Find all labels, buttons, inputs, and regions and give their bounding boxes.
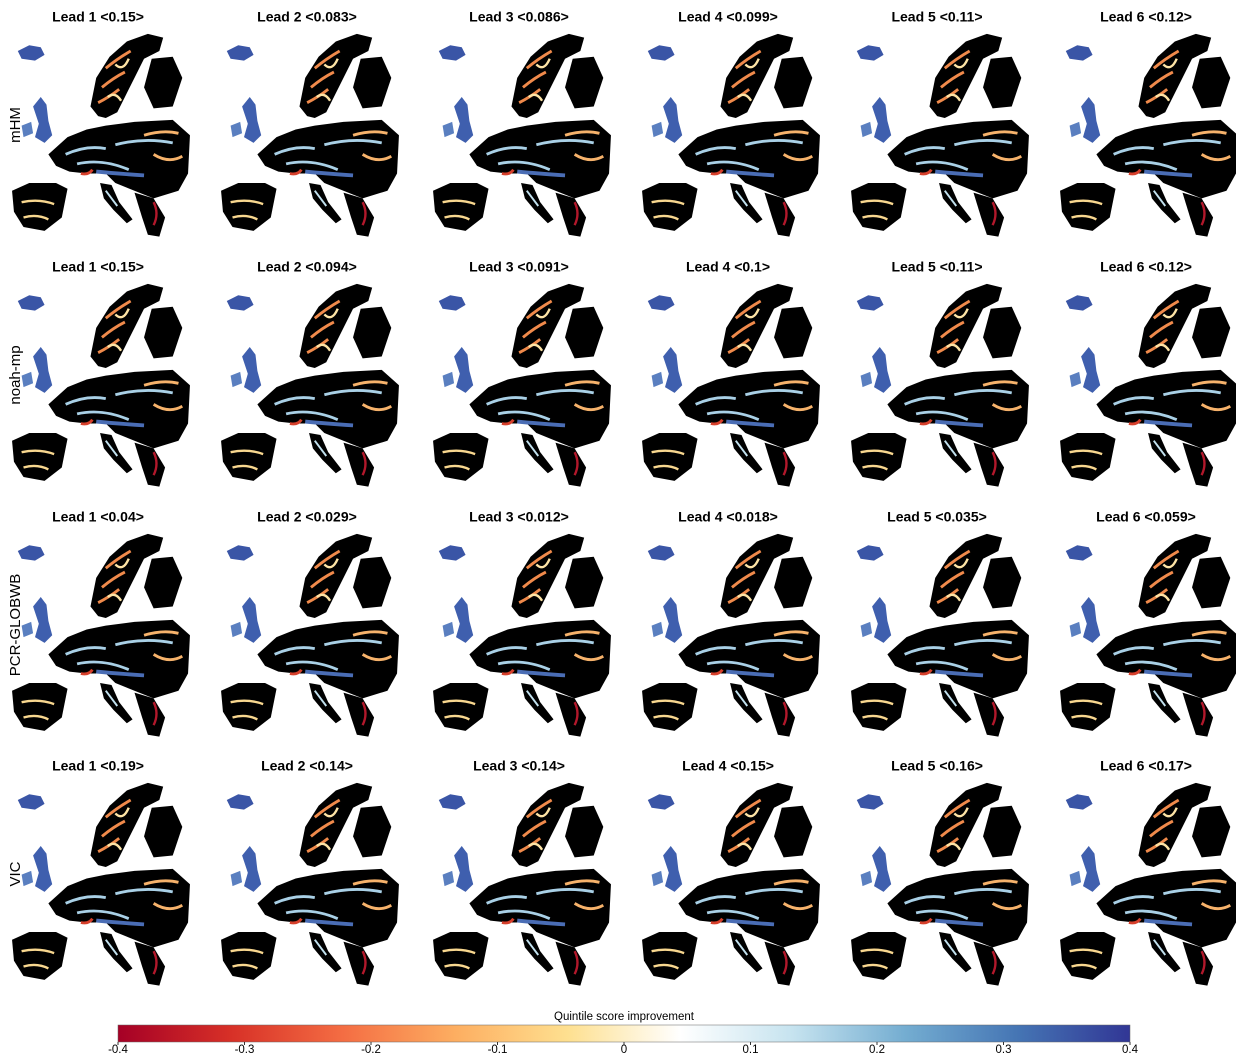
panel-title: Lead 2 <0.083>	[257, 9, 357, 25]
panel-title: Lead 1 <0.19>	[52, 758, 144, 774]
colorbar-tick-label: 0.4	[1122, 1044, 1139, 1056]
europe-map	[1058, 780, 1236, 988]
europe-map	[10, 281, 192, 489]
europe-map	[849, 31, 1031, 239]
row-label: noah-mp	[7, 345, 24, 404]
europe-map	[1058, 531, 1236, 739]
panel-title: Lead 2 <0.029>	[257, 509, 357, 525]
panel-title: Lead 5 <0.11>	[891, 9, 982, 25]
colorbar-title: Quintile score improvement	[554, 1011, 695, 1023]
europe-map	[849, 531, 1031, 739]
colorbar-tick-label: -0.1	[488, 1044, 508, 1056]
europe-map	[431, 780, 613, 988]
europe-map	[1058, 31, 1236, 239]
panel-title: Lead 3 <0.091>	[469, 259, 569, 275]
panel-title: Lead 3 <0.086>	[469, 9, 569, 25]
row-label: PCR-GLOBWB	[7, 574, 24, 677]
panel-title: Lead 4 <0.1>	[686, 259, 770, 275]
panel-title: Lead 6 <0.17>	[1100, 758, 1192, 774]
panel-title: Lead 1 <0.15>	[52, 259, 144, 275]
panel-title: Lead 5 <0.035>	[887, 509, 987, 525]
panel-grid: mHM Lead 1 <0.15> Lead 2 <0.083> Lead 3 <0.…	[7, 9, 1236, 988]
panel-title: Lead 2 <0.094>	[257, 259, 357, 275]
colorbar-tick-label: 0.2	[869, 1044, 885, 1056]
panel-title: Lead 5 <0.11>	[891, 259, 982, 275]
panel-title: Lead 4 <0.15>	[682, 758, 774, 774]
colorbar-tick-label: 0.3	[996, 1044, 1012, 1056]
europe-map	[431, 31, 613, 239]
row-label: VIC	[7, 861, 24, 886]
panel-title: Lead 6 <0.059>	[1096, 509, 1196, 525]
colorbar-tick-label: 0	[621, 1044, 627, 1056]
colorbar-gradient	[117, 1024, 1131, 1043]
panel-title: Lead 6 <0.12>	[1100, 259, 1192, 275]
panel-title: Lead 2 <0.14>	[261, 758, 353, 774]
europe-map	[219, 31, 401, 239]
europe-map	[1058, 281, 1236, 489]
colorbar-tick-label: -0.3	[235, 1044, 255, 1056]
colorbar-tick-label: -0.2	[361, 1044, 381, 1056]
europe-map	[849, 281, 1031, 489]
panel-title: Lead 3 <0.012>	[469, 509, 569, 525]
colorbar-tick-label: -0.4	[108, 1044, 128, 1056]
europe-map	[219, 531, 401, 739]
europe-map	[10, 531, 192, 739]
europe-map	[10, 31, 192, 239]
europe-map	[10, 780, 192, 988]
europe-map	[219, 281, 401, 489]
europe-map	[640, 31, 822, 239]
europe-map	[219, 780, 401, 988]
europe-map	[640, 281, 822, 489]
row-label: mHM	[7, 107, 24, 143]
panel-title: Lead 1 <0.15>	[52, 9, 144, 25]
europe-map	[849, 780, 1031, 988]
panel-title: Lead 5 <0.16>	[891, 758, 983, 774]
panel-title: Lead 6 <0.12>	[1100, 9, 1192, 25]
europe-map	[640, 780, 822, 988]
europe-map	[431, 281, 613, 489]
panel-title: Lead 4 <0.018>	[678, 509, 778, 525]
panel-title: Lead 3 <0.14>	[473, 758, 565, 774]
colorbar-tick-label: 0.1	[743, 1044, 759, 1056]
panel-title: Lead 4 <0.099>	[678, 9, 778, 25]
europe-map	[431, 531, 613, 739]
panel-title: Lead 1 <0.04>	[52, 509, 144, 525]
colorbar: Quintile score improvement -0.4 -0.3 -0.2 -…	[108, 1011, 1139, 1056]
europe-map	[640, 531, 822, 739]
